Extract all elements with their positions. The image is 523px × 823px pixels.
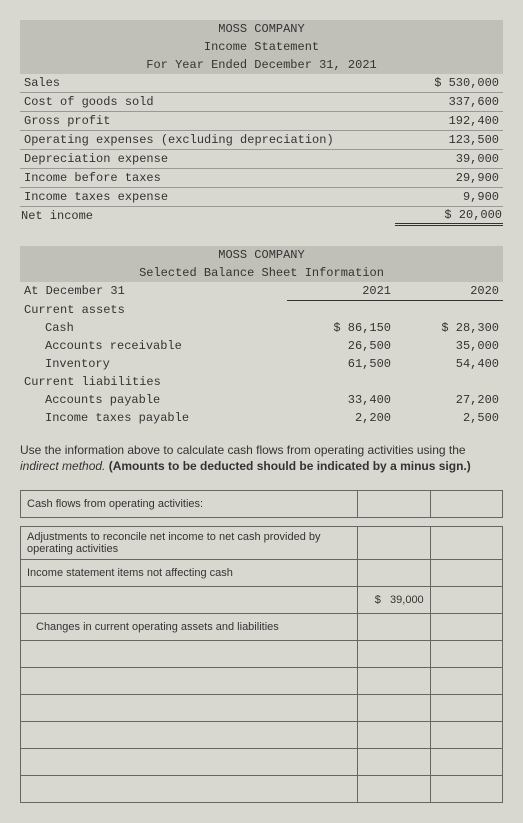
bs-val: 27,200 [395, 391, 503, 409]
cf-input[interactable] [358, 614, 430, 641]
cf-input[interactable] [358, 491, 430, 518]
cf-input[interactable] [21, 776, 358, 803]
cf-currency: $ 39,000 [358, 587, 430, 614]
instr-part1: Use the information above to calculate c… [20, 443, 466, 457]
instr-part2: indirect method. [20, 459, 105, 473]
bs-title: Selected Balance Sheet Information [20, 264, 503, 282]
instr-part3: (Amounts to be deducted should be indica… [105, 459, 470, 473]
cf-input[interactable] [21, 641, 358, 668]
row-label: Cost of goods sold [20, 93, 395, 112]
cf-header: Cash flows from operating activities: [21, 491, 358, 518]
cf-input[interactable] [430, 749, 502, 776]
cf-input[interactable] [430, 527, 502, 560]
cf-input[interactable] [430, 587, 502, 614]
row-value: 192,400 [395, 112, 503, 131]
cf-input[interactable] [21, 695, 358, 722]
bs-row-label: Accounts payable [20, 391, 287, 409]
cf-input[interactable] [430, 668, 502, 695]
row-value: 337,600 [395, 93, 503, 112]
row-value: 9,900 [395, 188, 503, 207]
row-label: Gross profit [20, 112, 395, 131]
col-2020: 2020 [395, 282, 503, 301]
bs-val: 2,200 [287, 409, 395, 427]
cf-input[interactable] [21, 587, 358, 614]
cf-input[interactable] [430, 560, 502, 587]
row-value: $ 20,000 [395, 207, 503, 225]
bs-val: 54,400 [395, 355, 503, 373]
cf-items: Income statement items not affecting cas… [21, 560, 358, 587]
cf-input[interactable] [358, 776, 430, 803]
section-header: Current assets [20, 301, 287, 319]
instruction-text: Use the information above to calculate c… [20, 442, 503, 476]
statement-period: For Year Ended December 31, 2021 [20, 56, 503, 74]
income-statement-table: MOSS COMPANY Income Statement For Year E… [20, 20, 503, 226]
cf-input[interactable] [21, 722, 358, 749]
cf-input[interactable] [358, 695, 430, 722]
statement-title: Income Statement [20, 38, 503, 56]
cf-input[interactable] [358, 749, 430, 776]
bs-row-label: Income taxes payable [20, 409, 287, 427]
row-label: Operating expenses (excluding depreciati… [20, 131, 395, 150]
bs-val: $ 28,300 [395, 319, 503, 337]
cf-input[interactable] [358, 560, 430, 587]
cf-input[interactable] [358, 641, 430, 668]
row-label: Sales [20, 74, 395, 93]
cf-input[interactable] [430, 491, 502, 518]
bs-val: 33,400 [287, 391, 395, 409]
section-header: Current liabilities [20, 373, 287, 391]
bs-val: 35,000 [395, 337, 503, 355]
bs-row-label: Accounts receivable [20, 337, 287, 355]
col-2021: 2021 [287, 282, 395, 301]
cf-input[interactable] [358, 722, 430, 749]
cf-input[interactable] [21, 749, 358, 776]
cf-input[interactable] [430, 695, 502, 722]
row-label: Income taxes expense [20, 188, 395, 207]
cf-input[interactable] [358, 668, 430, 695]
row-label: Net income [20, 207, 395, 225]
row-value: 29,900 [395, 169, 503, 188]
row-value: 123,500 [395, 131, 503, 150]
balance-sheet-table: MOSS COMPANY Selected Balance Sheet Info… [20, 246, 503, 427]
date-label: At December 31 [20, 282, 287, 301]
row-label: Income before taxes [20, 169, 395, 188]
cf-input[interactable] [430, 722, 502, 749]
cf-adjustments: Adjustments to reconcile net income to n… [21, 527, 358, 560]
row-label: Depreciation expense [20, 150, 395, 169]
cf-input[interactable] [430, 776, 502, 803]
bs-row-label: Cash [20, 319, 287, 337]
cash-flow-worksheet: Cash flows from operating activities: Ad… [20, 490, 503, 803]
cf-input[interactable] [21, 668, 358, 695]
bs-row-label: Inventory [20, 355, 287, 373]
bs-val: 61,500 [287, 355, 395, 373]
bs-company: MOSS COMPANY [20, 246, 503, 264]
bs-val: $ 86,150 [287, 319, 395, 337]
cf-input[interactable] [430, 641, 502, 668]
bs-val: 26,500 [287, 337, 395, 355]
cf-input[interactable] [358, 527, 430, 560]
cf-changes: Changes in current operating assets and … [21, 614, 358, 641]
cf-input[interactable] [430, 614, 502, 641]
bs-val: 2,500 [395, 409, 503, 427]
row-value: $ 530,000 [395, 74, 503, 93]
row-value: 39,000 [395, 150, 503, 169]
company-name: MOSS COMPANY [20, 20, 503, 38]
